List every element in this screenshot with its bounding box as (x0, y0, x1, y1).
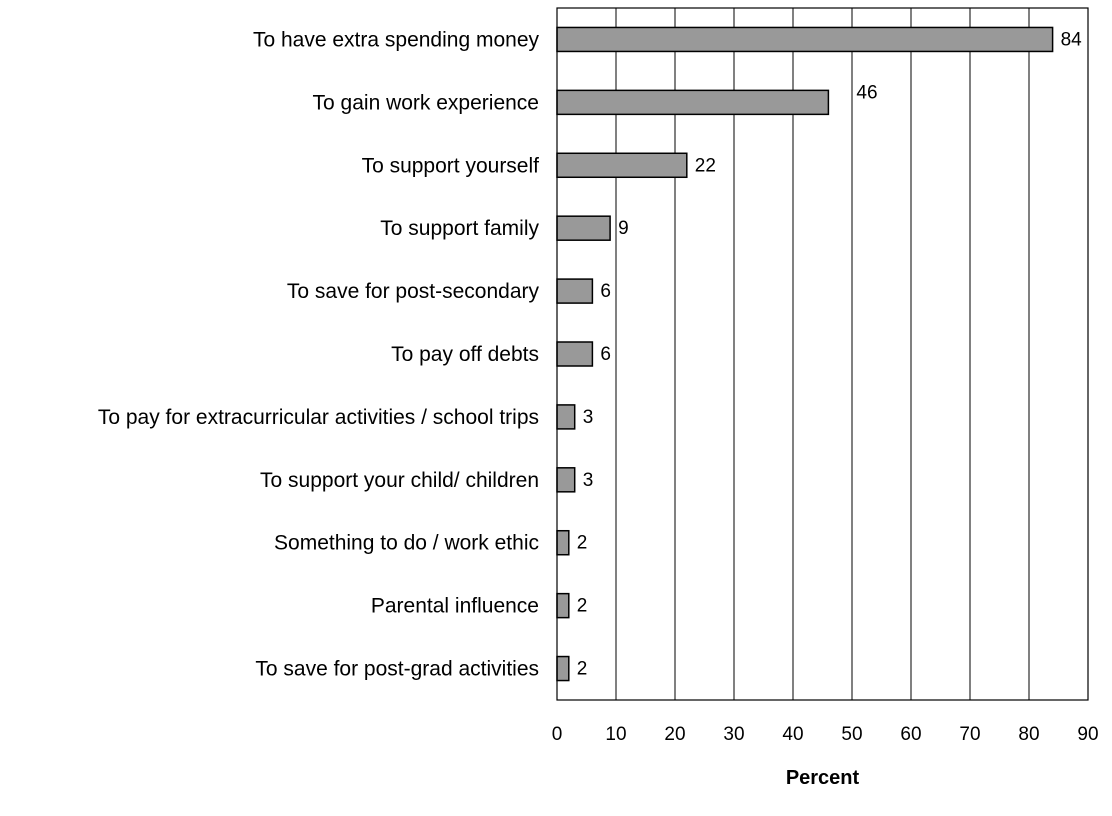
bar (556, 529, 570, 556)
category-label: Parental influence (371, 595, 539, 618)
data-label: 2 (577, 596, 588, 617)
x-tick-label: 40 (782, 724, 803, 745)
bar (556, 89, 830, 116)
bar (556, 404, 576, 430)
plot-border (556, 7, 1089, 701)
x-tick-label: 90 (1077, 724, 1098, 745)
category-label: To pay off debts (391, 343, 539, 366)
bar (556, 467, 576, 493)
data-label: 6 (600, 344, 611, 365)
data-label: 3 (583, 470, 594, 491)
x-tick-label: 20 (664, 724, 685, 745)
x-tick-label: 80 (1018, 724, 1039, 745)
category-label: To support your child/ children (260, 469, 539, 492)
data-label: 3 (583, 407, 594, 428)
bar (556, 152, 688, 179)
data-label: 2 (577, 659, 588, 680)
bar (556, 278, 594, 304)
data-label: 9 (618, 218, 629, 239)
data-label: 46 (856, 82, 877, 103)
category-labels: To have extra spending money To gain work… (98, 28, 540, 680)
category-label: Something to do / work ethic (274, 532, 539, 555)
category-label: To support yourself (362, 154, 540, 177)
plot-area (557, 8, 1088, 700)
category-label: To support family (380, 217, 539, 240)
data-label: 6 (600, 281, 611, 302)
bar (556, 341, 594, 367)
bar (556, 592, 570, 619)
x-axis-title: Percent (786, 767, 860, 789)
category-label: To pay for extracurricular activities / … (98, 406, 539, 429)
x-tick-label: 30 (723, 724, 744, 745)
category-label: To save for post-secondary (287, 280, 540, 303)
data-label: 2 (577, 533, 588, 554)
x-tick-label: 0 (552, 724, 563, 745)
bar (556, 26, 1054, 53)
data-label: 22 (695, 155, 716, 176)
bar (556, 215, 611, 241)
data-label: 84 (1061, 29, 1083, 50)
gridlines (615, 8, 1030, 700)
x-tick-labels: 0 10 20 30 40 50 60 70 80 90 (552, 724, 1099, 745)
x-tick-label: 10 (605, 724, 626, 745)
category-label: To have extra spending money (253, 28, 540, 51)
x-tick-label: 60 (900, 724, 921, 745)
bar (556, 655, 570, 682)
x-tick-label: 70 (959, 724, 980, 745)
category-label: To save for post-grad activities (255, 658, 539, 681)
x-tick-label: 50 (841, 724, 862, 745)
category-label: To gain work experience (313, 91, 539, 114)
